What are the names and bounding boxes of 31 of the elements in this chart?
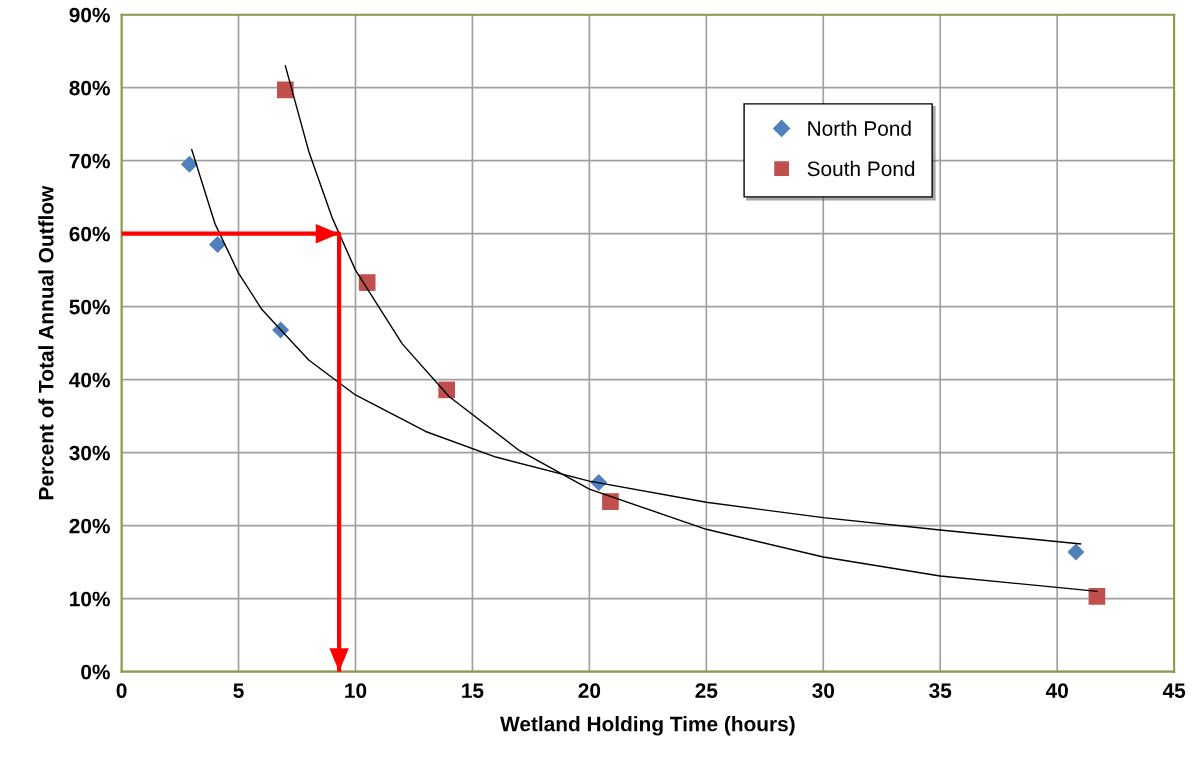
point: [208, 236, 226, 254]
y-tick-label: 90%: [69, 7, 110, 23]
y-tick-label: 10%: [70, 591, 110, 607]
x-tick-label: 40: [1045, 683, 1068, 699]
y-tick-label: 70%: [69, 153, 110, 169]
point: [1088, 588, 1106, 605]
y-tick-label: 30%: [69, 445, 110, 461]
x-tick-label: 25: [695, 683, 718, 699]
point: [180, 155, 198, 173]
point: [358, 274, 376, 291]
legend-label: North Pond: [808, 120, 911, 136]
x-tick-label: 15: [462, 683, 484, 699]
point: [602, 493, 619, 510]
point: [276, 81, 294, 99]
x-tick-label: 30: [812, 683, 835, 699]
y-tick-label: 60%: [69, 226, 110, 242]
x-tick-label: 10: [345, 683, 367, 699]
y-tick-label: 80%: [69, 80, 110, 96]
y-tick-label: 40%: [69, 372, 110, 388]
legend-label: South Pond: [807, 160, 915, 177]
y-axis-title: Percent of Total Annual Outflow: [38, 185, 54, 500]
x-tick-label: 5: [233, 683, 244, 699]
y-tick-label: 0%: [81, 664, 110, 680]
y-tick-label: 20%: [69, 518, 110, 534]
x-tick-label: 0: [116, 683, 127, 699]
x-axis-title: Wetland Holding Time (hours): [500, 716, 795, 736]
x-tick-label: 35: [929, 683, 952, 699]
point: [1067, 543, 1085, 561]
x-tick-label: 20: [578, 683, 601, 699]
y-tick-label: 50%: [69, 299, 110, 315]
x-tick-label: 45: [1162, 683, 1186, 699]
